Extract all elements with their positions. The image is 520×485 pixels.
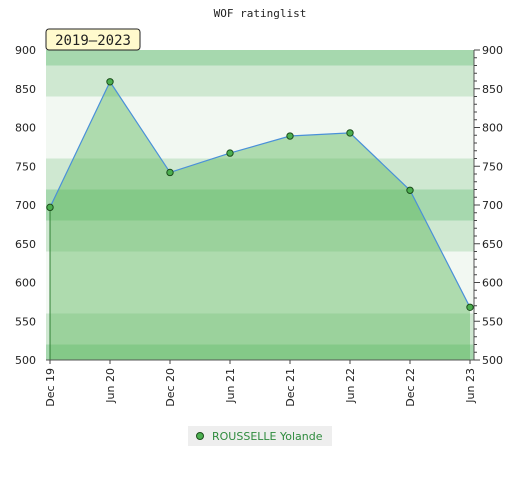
series-line (49, 80, 471, 308)
x-tick-label-6: Dec 22 (404, 368, 417, 407)
band-720 (46, 174, 474, 190)
y-tick-label-right-650: 650 (482, 238, 503, 251)
data-point-0 (46, 203, 54, 212)
legend: ROUSSELLE Yolande (188, 426, 332, 446)
y-tick-label-left-850: 850 (15, 83, 36, 96)
y-tick-label-right-700: 700 (482, 199, 503, 212)
y-tick-label-right-500: 500 (482, 354, 503, 367)
x-tick-label-5: Jun 22 (344, 368, 357, 404)
data-point-6 (406, 186, 414, 194)
data-point-2 (166, 168, 174, 177)
y-tick-label-right-800: 800 (482, 122, 503, 135)
band-700 (46, 189, 474, 205)
y-tick-label-right-550: 550 (482, 315, 503, 328)
band-580 (46, 282, 474, 298)
band-620 (46, 251, 474, 267)
period-badge-box (45, 28, 141, 51)
y-tick-label-left-900: 900 (15, 44, 36, 57)
band-800 (46, 112, 474, 128)
data-point-4 (286, 132, 294, 140)
data-point-1 (106, 78, 114, 86)
band-500 (46, 344, 474, 360)
series-area (50, 81, 470, 361)
data-point-5 (346, 129, 354, 137)
y-tick-label-left-600: 600 (15, 277, 36, 290)
band-680 (46, 205, 474, 221)
band-820 (46, 96, 474, 112)
y-tick-label-left-800: 800 (15, 122, 36, 135)
y-tick-label-left-650: 650 (15, 238, 36, 251)
x-tick-label-2: Dec 20 (164, 368, 177, 407)
chart-title: WOF ratinglist (214, 7, 307, 20)
x-tick-label-1: Jun 20 (104, 368, 117, 404)
data-point-7 (466, 303, 474, 311)
band-740 (46, 158, 474, 174)
band-660 (46, 220, 474, 236)
axes-layer: 500 500 550 550 600 600 650 650 700 700 750 750 800 8… (15, 44, 503, 407)
points-layer (46, 78, 474, 311)
background-bands (46, 50, 474, 360)
y-tick-label-left-550: 550 (15, 315, 36, 328)
x-tick-label-0: Dec 19 (44, 368, 57, 407)
y-tick-label-right-850: 850 (482, 83, 503, 96)
band-880 (46, 50, 474, 66)
y-tick-label-left-700: 700 (15, 199, 36, 212)
y-tick-label-left-500: 500 (15, 354, 36, 367)
band-860 (46, 65, 474, 81)
period-badge-label: 2019—2023 (55, 33, 131, 49)
period-badge: 2019—2023 (45, 28, 141, 51)
x-tick-label-7: Jun 23 (464, 368, 477, 404)
band-780 (46, 127, 474, 143)
band-600 (46, 267, 474, 283)
y-tick-label-right-750: 750 (482, 160, 503, 173)
y-tick-label-right-900: 900 (482, 44, 503, 57)
data-point-3 (226, 149, 234, 157)
x-tick-label-4: Dec 21 (284, 368, 297, 407)
band-640 (46, 236, 474, 252)
x-tick-label-3: Jun 21 (224, 368, 237, 404)
y-tick-label-left-750: 750 (15, 160, 36, 173)
legend-label: ROUSSELLE Yolande (212, 429, 323, 443)
band-520 (46, 329, 474, 345)
y-tick-label-right-600: 600 (482, 277, 503, 290)
band-560 (46, 298, 474, 314)
area-layer (49, 80, 471, 361)
band-540 (46, 313, 474, 329)
band-840 (46, 81, 474, 97)
legend-marker-icon (196, 432, 204, 440)
